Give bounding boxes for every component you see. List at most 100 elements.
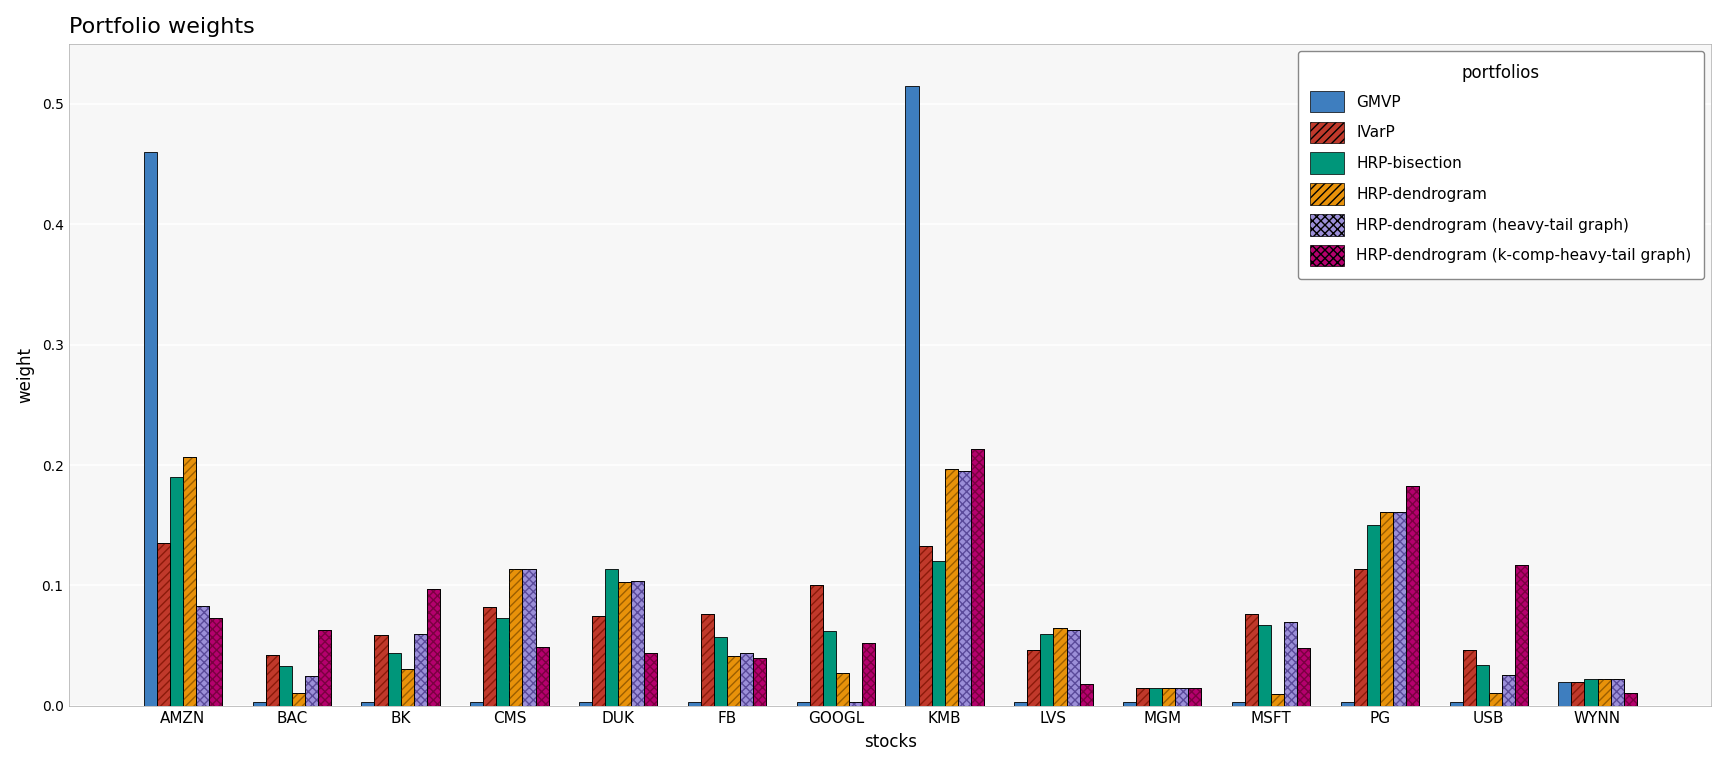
Bar	[1393, 512, 1407, 706]
Bar	[401, 668, 413, 706]
Bar	[143, 152, 157, 706]
Bar	[1014, 702, 1028, 706]
Bar	[1610, 680, 1624, 706]
Bar	[1407, 485, 1419, 706]
Bar	[579, 702, 593, 706]
Bar	[1123, 702, 1137, 706]
Bar	[593, 616, 605, 706]
Bar	[753, 657, 766, 706]
Bar	[522, 568, 536, 706]
Bar	[1559, 682, 1571, 706]
Bar	[1244, 614, 1258, 706]
Bar	[862, 644, 874, 706]
Bar	[496, 618, 510, 706]
Bar	[484, 607, 496, 706]
Bar	[1597, 680, 1610, 706]
Bar	[957, 471, 971, 706]
Bar	[157, 543, 169, 706]
Bar	[1080, 684, 1092, 706]
Bar	[1175, 688, 1189, 706]
Bar	[1341, 702, 1353, 706]
Bar	[318, 630, 332, 706]
Bar	[536, 647, 548, 706]
Bar	[209, 618, 223, 706]
Bar	[905, 86, 919, 706]
Bar	[375, 635, 387, 706]
Bar	[157, 543, 169, 706]
Bar	[1624, 693, 1636, 706]
Bar	[848, 702, 862, 706]
Bar	[810, 585, 823, 706]
Bar	[1624, 693, 1636, 706]
Bar	[1232, 702, 1244, 706]
Bar	[631, 581, 645, 706]
Bar	[702, 614, 714, 706]
Bar	[931, 561, 945, 706]
Bar	[183, 457, 195, 706]
Bar	[1163, 688, 1175, 706]
Bar	[702, 614, 714, 706]
Bar	[1407, 485, 1419, 706]
Bar	[1393, 512, 1407, 706]
Bar	[318, 630, 332, 706]
Bar	[1175, 688, 1189, 706]
Bar	[278, 666, 292, 706]
Bar	[536, 647, 548, 706]
Bar	[1502, 674, 1515, 706]
Bar	[427, 589, 439, 706]
Bar	[1163, 688, 1175, 706]
Bar	[971, 449, 983, 706]
Bar	[484, 607, 496, 706]
Bar	[645, 653, 657, 706]
Bar	[387, 653, 401, 706]
Bar	[1066, 630, 1080, 706]
Bar	[957, 471, 971, 706]
Bar	[1353, 568, 1367, 706]
Bar	[919, 546, 931, 706]
Bar	[1490, 693, 1502, 706]
Bar	[292, 693, 304, 706]
Bar	[1597, 680, 1610, 706]
Bar	[510, 568, 522, 706]
Y-axis label: weight: weight	[17, 347, 35, 402]
Bar	[1137, 688, 1149, 706]
Bar	[1080, 684, 1092, 706]
Bar	[292, 693, 304, 706]
Bar	[1462, 650, 1476, 706]
Bar	[522, 568, 536, 706]
Bar	[1515, 565, 1528, 706]
Bar	[836, 674, 848, 706]
Bar	[413, 634, 427, 706]
Bar	[536, 647, 548, 706]
Bar	[810, 585, 823, 706]
Bar	[836, 674, 848, 706]
Bar	[1367, 525, 1381, 706]
Bar	[1585, 680, 1597, 706]
Bar	[1381, 512, 1393, 706]
Bar	[957, 471, 971, 706]
Bar	[427, 589, 439, 706]
Bar	[1066, 630, 1080, 706]
Bar	[688, 702, 702, 706]
Bar	[1284, 621, 1298, 706]
Bar	[1393, 512, 1407, 706]
Bar	[375, 635, 387, 706]
Bar	[1353, 568, 1367, 706]
Bar	[727, 657, 740, 706]
Bar	[1597, 680, 1610, 706]
Bar	[1462, 650, 1476, 706]
Bar	[427, 589, 439, 706]
Bar	[740, 653, 753, 706]
Bar	[1149, 688, 1163, 706]
Bar	[304, 676, 318, 706]
Bar	[1080, 684, 1092, 706]
Bar	[304, 676, 318, 706]
Bar	[209, 618, 223, 706]
Bar	[1515, 565, 1528, 706]
Bar	[1490, 693, 1502, 706]
Bar	[605, 568, 619, 706]
Bar	[1298, 648, 1310, 706]
Bar	[522, 568, 536, 706]
Bar	[484, 607, 496, 706]
Bar	[1040, 634, 1054, 706]
